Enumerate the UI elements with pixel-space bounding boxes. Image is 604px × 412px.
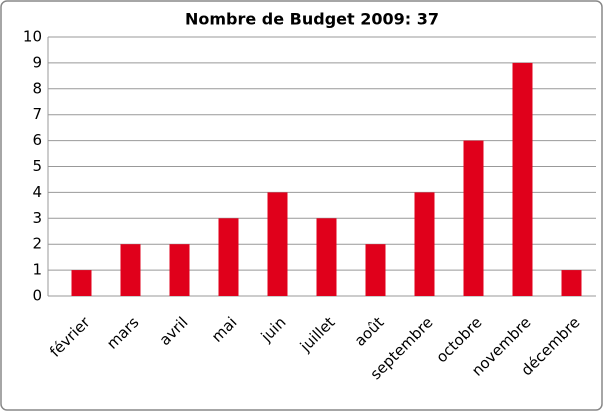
bar — [316, 218, 337, 296]
bar — [71, 270, 92, 296]
bar — [463, 140, 484, 296]
y-tick-label: 4 — [32, 183, 42, 201]
y-tick-label: 1 — [32, 261, 42, 279]
bar — [120, 244, 141, 296]
y-tick-label: 8 — [32, 79, 42, 97]
bar — [169, 244, 190, 296]
y-tick-label: 10 — [23, 28, 42, 46]
y-tick-label: 6 — [32, 131, 42, 149]
bar — [561, 270, 582, 296]
bar — [365, 244, 386, 296]
bar — [218, 218, 239, 296]
bar — [512, 62, 533, 297]
y-tick-label: 0 — [32, 287, 42, 305]
y-tick-label: 9 — [32, 53, 42, 71]
y-tick-label: 2 — [32, 235, 42, 253]
y-tick-label: 5 — [32, 157, 42, 175]
bar — [414, 192, 435, 296]
chart-title: Nombre de Budget 2009: 37 — [185, 10, 439, 29]
bar — [267, 192, 288, 296]
y-tick-label: 3 — [32, 209, 42, 227]
y-tick-label: 7 — [32, 105, 42, 123]
